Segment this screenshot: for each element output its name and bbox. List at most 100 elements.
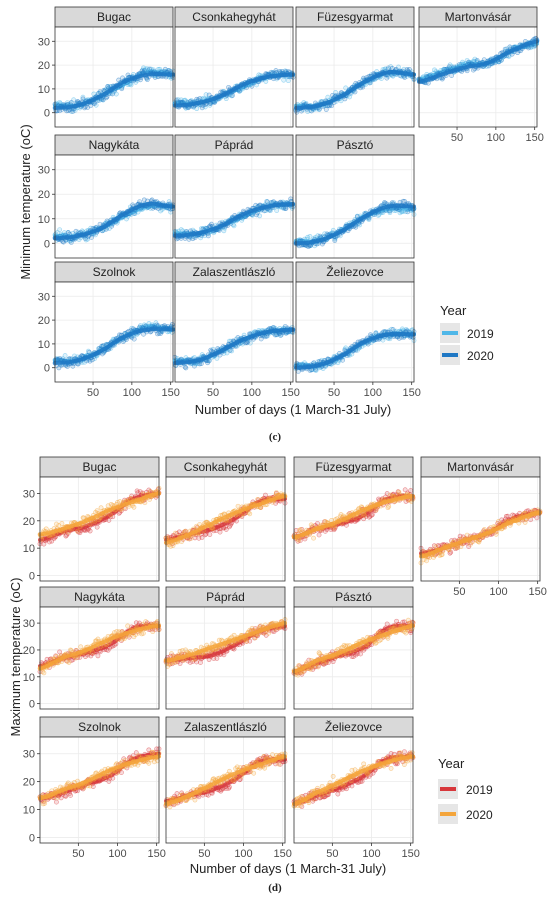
data-point [255, 497, 260, 502]
panel-c-x-axis-label: Number of days (1 March-31 July) [195, 402, 392, 417]
y-tick-label: 30 [38, 291, 50, 303]
x-tick-label: 150 [161, 387, 179, 399]
data-point [362, 512, 367, 518]
facet-paprad: Páprád [163, 586, 288, 710]
data-point [57, 649, 62, 655]
data-point [75, 528, 80, 534]
y-tick-label: 0 [44, 363, 50, 375]
x-tick-label: 50 [453, 586, 465, 598]
data-point [307, 234, 313, 239]
x-tick-label: 100 [243, 387, 261, 399]
series-2020-bugac [52, 66, 176, 114]
data-point [183, 365, 189, 371]
data-point [113, 91, 119, 97]
y-tick-label: 10 [38, 214, 50, 226]
data-point [142, 500, 148, 506]
data-point [198, 361, 204, 367]
data-point [264, 199, 270, 205]
y-tick-label: 10 [38, 84, 50, 96]
data-point [68, 100, 74, 105]
x-tick-label: 100 [123, 387, 141, 399]
y-tick-label: 30 [38, 36, 50, 48]
data-point [192, 363, 197, 369]
series-2020-csonkahegyhat [172, 68, 296, 111]
y-tick-label: 20 [38, 315, 50, 327]
facet-title-szolnok: Szolnok [93, 265, 137, 279]
data-point [66, 660, 72, 665]
data-point [144, 77, 150, 82]
data-point [316, 532, 322, 538]
data-point [249, 83, 255, 89]
data-point [406, 67, 412, 72]
data-point [62, 353, 68, 358]
panel-c-y-axis-label: Minimum temperature (oC) [18, 124, 33, 279]
panel-c-legend: Year 2019 2020 [440, 303, 494, 365]
data-point [131, 504, 137, 510]
y-tick-label: 20 [23, 516, 35, 528]
data-point [311, 535, 316, 541]
data-point [90, 649, 95, 655]
facet-title-nagykata: Nagykáta [74, 590, 125, 604]
data-point [86, 349, 92, 355]
facet-fuzesgyarmat: Füzesgyarmat [293, 6, 417, 128]
data-point [387, 208, 393, 214]
data-point [205, 233, 211, 239]
x-tick-label: 100 [487, 132, 505, 144]
data-point [94, 524, 100, 530]
facet-title-zalaszentlaszlo: Zalaszentlászló [193, 265, 276, 279]
facet-title-fuzesgyarmat: Füzesgyarmat [317, 10, 394, 24]
data-point [131, 336, 137, 342]
data-point [285, 78, 291, 84]
data-point [464, 532, 470, 538]
facet-border-bugac [54, 26, 174, 128]
panel-c-legend-label-2019: 2019 [467, 327, 494, 341]
data-point [237, 88, 242, 94]
facet-szolnok: Szolnok 0 10 20 30 50 100 150 [38, 261, 180, 399]
facet-title-martonvasar: Martonvásár [447, 460, 514, 474]
x-tick-label: 150 [402, 387, 420, 399]
x-tick-label: 150 [281, 387, 299, 399]
data-point [141, 68, 147, 74]
facet-title-fuzesgyarmat: Füzesgyarmat [315, 460, 392, 474]
data-point [188, 536, 194, 541]
y-tick-label: 10 [38, 339, 50, 351]
data-point [108, 512, 113, 518]
data-point [147, 66, 153, 72]
data-point [274, 208, 280, 213]
x-tick-label: 150 [528, 586, 546, 598]
data-point [449, 73, 455, 78]
data-point [247, 511, 253, 517]
facet-title-csonkahegyhat: Csonkahegyhát [192, 10, 276, 24]
x-tick-label: 50 [87, 387, 99, 399]
data-point [340, 357, 345, 363]
data-point [57, 227, 63, 233]
data-point [210, 526, 216, 532]
data-point [353, 224, 359, 230]
data-point [172, 530, 178, 536]
y-tick-label: 0 [29, 699, 35, 711]
facet-title-csonkahegyhat: Csonkahegyhát [184, 460, 268, 474]
x-tick-label: 150 [525, 132, 543, 144]
data-point [128, 82, 134, 88]
data-point [323, 107, 329, 112]
facet-paprad: Páprád [172, 134, 296, 259]
data-point [408, 488, 414, 493]
y-tick-label: 0 [44, 108, 50, 120]
x-tick-label: 50 [451, 132, 463, 144]
data-point [235, 503, 241, 509]
x-tick-label: 100 [364, 387, 382, 399]
panel-c-caption: (c) [269, 431, 282, 443]
data-point [125, 623, 131, 629]
data-point [244, 85, 249, 91]
data-point [281, 77, 287, 83]
data-point [87, 528, 93, 534]
